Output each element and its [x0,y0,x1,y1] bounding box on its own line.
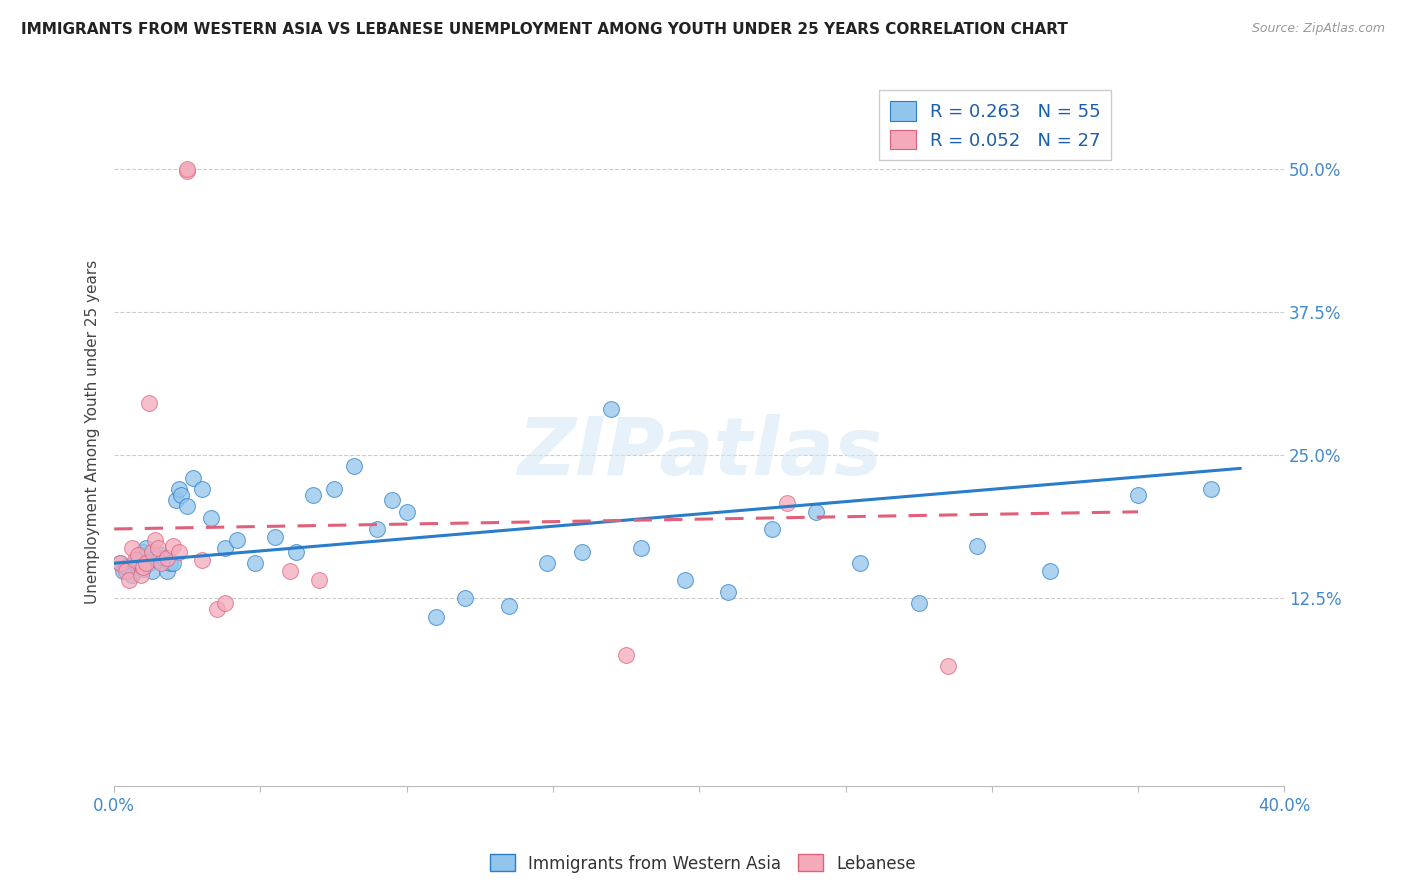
Point [214,541,236,556]
Point [322,482,344,496]
Point [118,562,141,576]
Point [162,539,184,553]
Point [165,493,187,508]
Point [108,556,131,570]
Point [425,610,447,624]
Point [454,591,477,605]
Point [132,559,155,574]
Point [243,556,266,570]
Y-axis label: Unemployment Among Youth under 25 years: Unemployment Among Youth under 25 years [86,260,100,604]
Point [141,545,163,559]
Point [205,602,228,616]
Point [366,522,388,536]
Point [907,596,929,610]
Point [118,574,141,588]
Point [138,556,160,570]
Point [717,584,740,599]
Point [302,488,325,502]
Point [146,541,169,556]
Point [176,499,198,513]
Point [614,648,637,662]
Point [156,550,179,565]
Point [115,559,138,574]
Point [571,545,593,559]
Point [284,545,307,559]
Point [132,562,155,576]
Point [381,493,404,508]
Point [176,161,198,176]
Point [806,505,828,519]
Point [167,545,190,559]
Point [138,396,160,410]
Point [761,522,783,536]
Point [115,564,138,578]
Point [167,482,190,496]
Point [111,564,134,578]
Point [135,541,157,556]
Point [966,539,988,553]
Point [1039,564,1062,578]
Point [673,574,696,588]
Point [153,550,176,565]
Point [191,482,214,496]
Point [214,596,236,610]
Point [141,564,163,578]
Point [132,545,155,559]
Point [124,553,146,567]
Point [124,556,146,570]
Point [226,533,249,548]
Text: ZIPatlas: ZIPatlas [517,414,882,492]
Point [181,470,204,484]
Point [498,599,520,613]
Point [143,533,166,548]
Point [121,567,143,582]
Point [162,556,184,570]
Point [121,541,143,556]
Point [849,556,872,570]
Point [150,556,173,570]
Point [127,553,149,567]
Point [1126,488,1149,502]
Point [156,564,179,578]
Point [127,548,149,562]
Point [170,488,193,502]
Point [129,548,152,562]
Point [159,556,181,570]
Point [536,556,558,570]
Point [343,459,366,474]
Point [146,553,169,567]
Legend: R = 0.263   N = 55, R = 0.052   N = 27: R = 0.263 N = 55, R = 0.052 N = 27 [879,90,1112,161]
Point [936,659,959,673]
Text: Source: ZipAtlas.com: Source: ZipAtlas.com [1251,22,1385,36]
Point [395,505,418,519]
Point [176,164,198,178]
Point [630,541,652,556]
Point [150,548,173,562]
Point [191,553,214,567]
Point [278,564,301,578]
Point [600,401,623,416]
Point [108,556,131,570]
Point [264,530,287,544]
Point [129,567,152,582]
Point [135,556,157,570]
Point [200,510,222,524]
Point [776,496,799,510]
Point [143,550,166,565]
Point [308,574,330,588]
Legend: Immigrants from Western Asia, Lebanese: Immigrants from Western Asia, Lebanese [484,847,922,880]
Point [1199,482,1222,496]
Text: IMMIGRANTS FROM WESTERN ASIA VS LEBANESE UNEMPLOYMENT AMONG YOUTH UNDER 25 YEARS: IMMIGRANTS FROM WESTERN ASIA VS LEBANESE… [21,22,1069,37]
